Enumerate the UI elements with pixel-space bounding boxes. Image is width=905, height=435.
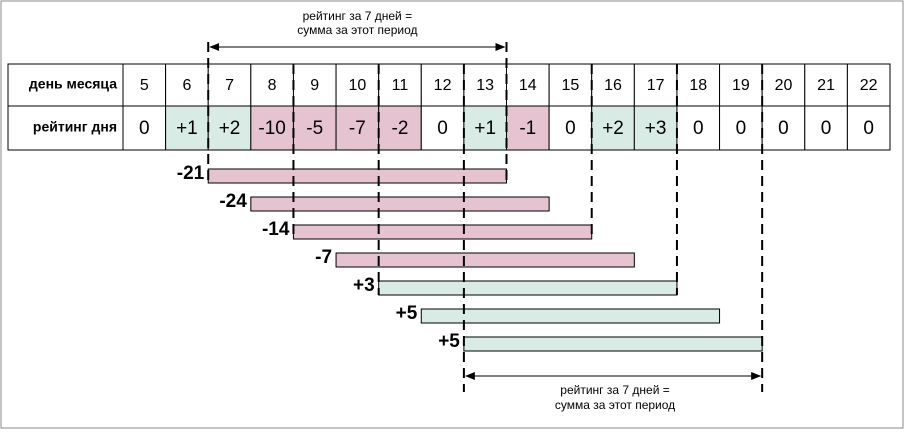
annotation: рейтинг за 7 дней = [303,9,412,23]
day-cell [420,63,465,107]
rating-cell [591,105,635,151]
window-sum: -7 [315,247,332,268]
window-sum: +5 [396,303,418,324]
row-header: рейтинг дня [33,119,117,135]
rating-cell [846,105,891,151]
rating-cell [292,105,337,151]
rating-label: -10 [258,118,285,139]
rating-label: 0 [693,118,704,139]
annotation: сумма за этот период [555,398,675,412]
rating-label: 0 [821,118,832,139]
window-sum: +3 [353,275,375,296]
day-label: 15 [562,77,580,94]
header-cell [7,105,124,151]
rating-cell [548,105,593,151]
rating-cell [506,105,550,151]
window-sum: -14 [262,219,290,240]
day-label: 20 [775,77,793,94]
day-label: 7 [225,77,234,94]
rating-cell [804,105,848,151]
rating-label: +1 [176,118,198,139]
day-cell [207,63,252,107]
day-label: 9 [310,77,319,94]
rating-label: +3 [645,118,667,139]
window-bar [292,224,593,240]
rating-label: 0 [736,118,747,139]
day-label: 17 [647,77,665,94]
header-cell [7,63,124,107]
day-label: 5 [140,77,149,94]
rating-label: 0 [778,118,789,139]
window-bar [378,280,678,296]
rating-cell [633,105,678,151]
day-label: 16 [604,77,622,94]
rating-label: -7 [349,118,366,139]
rating-cell [463,105,507,151]
window-sum: -21 [177,163,205,184]
rating-cell [676,105,721,151]
rating-label: -5 [306,118,323,139]
annotation: рейтинг за 7 дней = [560,383,669,397]
day-label: 12 [434,77,452,94]
day-label: 19 [732,77,750,94]
rating-label: +1 [474,118,496,139]
day-cell [335,63,380,107]
day-label: 6 [182,77,191,94]
day-cell [804,63,848,107]
window-bar [207,168,507,184]
day-cell [250,63,294,107]
rating-cell [122,105,167,151]
day-cell [292,63,337,107]
day-label: 21 [817,77,835,94]
rating-label: 0 [565,118,576,139]
day-label: 13 [476,77,494,94]
rating-cell [420,105,465,151]
window-bar [335,252,635,268]
row-header: день месяца [29,76,117,92]
day-cell [633,63,678,107]
day-cell [463,63,507,107]
day-cell [165,63,209,107]
rating-label: -2 [392,118,409,139]
day-cell [506,63,550,107]
annotation: сумма за этот период [297,23,417,37]
window-sum: -24 [219,191,247,212]
rating-label: 0 [437,118,448,139]
day-label: 14 [519,77,537,94]
rating-label: +2 [602,118,624,139]
day-label: 18 [689,77,707,94]
rating-label: -1 [519,118,536,139]
window-bar [420,308,721,324]
rating-cell [165,105,209,151]
day-label: 8 [268,77,277,94]
day-label: 11 [392,77,409,94]
rating-label: 0 [139,118,150,139]
rating-label: 0 [863,118,874,139]
window-bar [250,196,550,212]
rating-cell [761,105,806,151]
window-bar [463,336,763,352]
rating-label: +2 [219,118,241,139]
window-sum: +5 [438,331,460,352]
day-label: 10 [348,77,366,94]
day-label: 22 [860,77,878,94]
